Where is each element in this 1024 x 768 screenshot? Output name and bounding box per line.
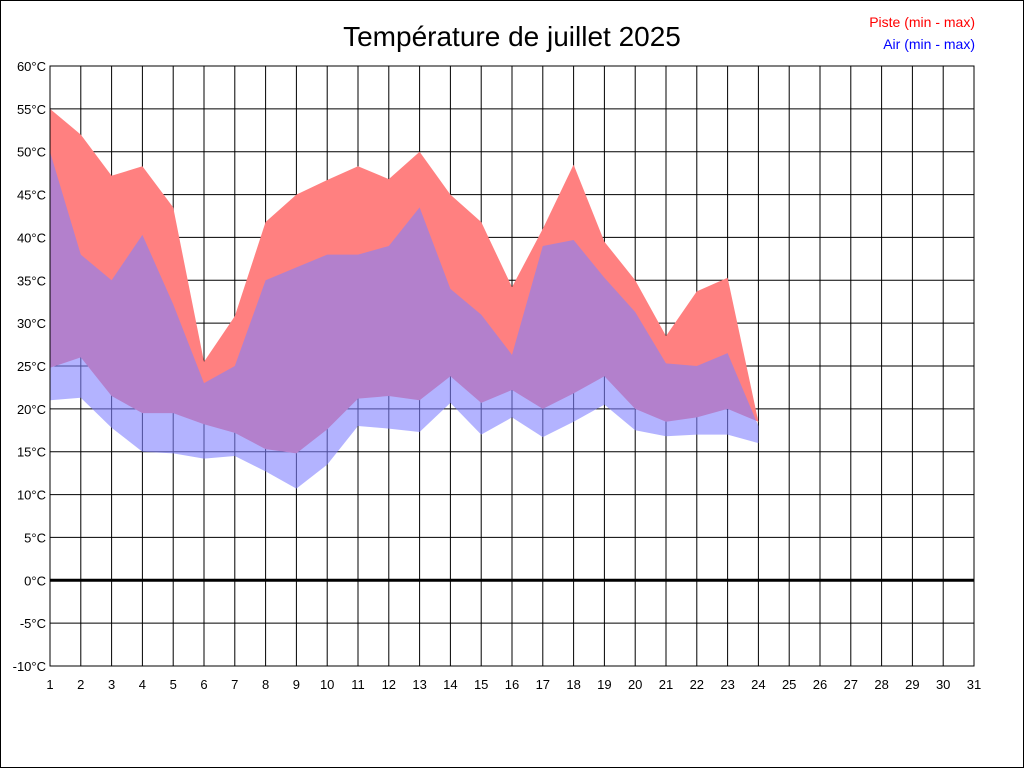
- x-tick-label: 18: [566, 677, 580, 692]
- y-tick-label: 25°C: [17, 359, 46, 374]
- x-tick-label: 7: [231, 677, 238, 692]
- y-tick-label: 55°C: [17, 102, 46, 117]
- x-tick-label: 21: [659, 677, 673, 692]
- x-tick-label: 30: [936, 677, 950, 692]
- x-tick-label: 26: [813, 677, 827, 692]
- x-tick-label: 29: [905, 677, 919, 692]
- y-tick-label: 10°C: [17, 488, 46, 503]
- x-tick-label: 14: [443, 677, 457, 692]
- x-tick-label: 22: [690, 677, 704, 692]
- air-range-area: [50, 151, 759, 489]
- x-tick-label: 6: [200, 677, 207, 692]
- y-tick-label: 0°C: [24, 573, 46, 588]
- x-tick-label: 25: [782, 677, 796, 692]
- x-tick-label: 13: [412, 677, 426, 692]
- x-tick-label: 5: [170, 677, 177, 692]
- y-tick-label: 45°C: [17, 188, 46, 203]
- x-tick-label: 23: [720, 677, 734, 692]
- x-tick-label: 2: [77, 677, 84, 692]
- x-tick-label: 1: [46, 677, 53, 692]
- y-tick-label: 15°C: [17, 445, 46, 460]
- y-axis-labels: -10°C -5°C 0°C 5°C 10°C 15°C 20°C 25°C 30°C 35°C 4…: [13, 59, 46, 674]
- y-tick-label: -5°C: [20, 616, 46, 631]
- x-tick-label: 10: [320, 677, 334, 692]
- x-tick-label: 19: [597, 677, 611, 692]
- x-tick-label: 12: [382, 677, 396, 692]
- y-tick-label: 20°C: [17, 402, 46, 417]
- plot-border: [49, 65, 975, 667]
- legend-air: Air (min - max): [883, 36, 975, 52]
- chart-title: Température de juillet 2025: [343, 21, 681, 52]
- x-axis-labels: 1 2 3 4 5 6 7 8 9 10 11 12 13 14 15 16 17 18 19 20 21 22 23 24 2…: [46, 677, 981, 692]
- legend: Piste (min - max) Air (min - max): [869, 14, 975, 52]
- y-tick-label: 50°C: [17, 145, 46, 160]
- y-tick-label: 60°C: [17, 59, 46, 74]
- y-tick-label: 35°C: [17, 273, 46, 288]
- x-tick-label: 16: [505, 677, 519, 692]
- x-tick-label: 27: [844, 677, 858, 692]
- x-tick-label: 28: [874, 677, 888, 692]
- x-tick-label: 15: [474, 677, 488, 692]
- x-tick-label: 24: [751, 677, 765, 692]
- x-tick-label: 17: [536, 677, 550, 692]
- x-tick-label: 11: [351, 677, 365, 692]
- x-tick-label: 9: [293, 677, 300, 692]
- x-tick-label: 31: [967, 677, 981, 692]
- plot-areas: [50, 108, 759, 489]
- y-tick-label: 40°C: [17, 230, 46, 245]
- y-tick-label: 5°C: [24, 530, 46, 545]
- x-tick-label: 4: [139, 677, 146, 692]
- legend-piste: Piste (min - max): [869, 14, 975, 30]
- axes: [49, 65, 975, 667]
- x-tick-label: 3: [108, 677, 115, 692]
- x-tick-label: 20: [628, 677, 642, 692]
- y-tick-label: -10°C: [13, 659, 46, 674]
- x-tick-label: 8: [262, 677, 269, 692]
- y-tick-label: 30°C: [17, 316, 46, 331]
